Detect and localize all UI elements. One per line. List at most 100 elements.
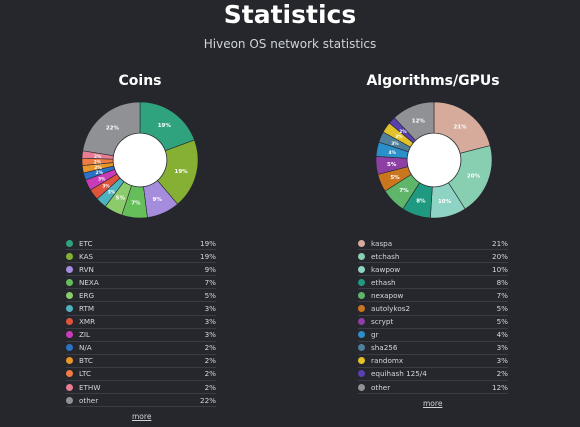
coins-slice-label: 19%	[175, 169, 189, 175]
coins-legend-row: BTC 2%	[66, 355, 216, 368]
algos-legend-swatch	[358, 318, 365, 326]
algos-legend-name: randomx	[371, 356, 404, 366]
algos-legend-pct: 3%	[496, 356, 508, 366]
coins-legend-row: RVN 9%	[66, 263, 216, 277]
algos-slice-other[interactable]	[393, 101, 435, 141]
coins-legend-pct: 9%	[204, 264, 216, 274]
coins-legend-name: LTC	[79, 369, 92, 379]
coins-legend-row: XMR 3%	[66, 316, 216, 329]
algos-legend-row: kaspa 21%	[358, 237, 508, 251]
coins-legend-swatch	[66, 344, 73, 352]
coins-legend-name: ERG	[79, 290, 95, 300]
algos-legend-row: scrypt 5%	[358, 316, 508, 329]
coins-legend-swatch	[66, 331, 73, 339]
algos-legend-pct: 5%	[496, 317, 508, 327]
coins-legend-swatch	[66, 396, 73, 404]
algos-legend-name: kawpow	[371, 264, 401, 274]
algos-legend-pct: 21%	[492, 238, 508, 248]
coins-legend-swatch	[66, 383, 73, 391]
coins-legend-swatch	[66, 252, 73, 260]
algos-legend-name: nexapow	[371, 290, 404, 300]
coins-legend-name: KAS	[79, 251, 94, 261]
page-title: Statistics	[223, 0, 357, 29]
coins-legend-row: KAS 19%	[66, 250, 216, 264]
algos-legend-row: other 12%	[358, 381, 508, 395]
coins-legend-swatch	[66, 318, 73, 326]
algos-legend-name: etchash	[371, 251, 400, 261]
coins-legend-pct: 19%	[200, 251, 216, 261]
algos-legend-pct: 3%	[496, 343, 508, 353]
coins-slice-label: 2%	[94, 159, 102, 165]
coins-legend-pct: 19%	[200, 238, 216, 248]
coins-slice-label: 2%	[96, 170, 104, 176]
algos-more-link[interactable]: more	[423, 399, 443, 408]
coins-legend-pct: 2%	[204, 369, 216, 379]
coins-legend-name: ETC	[79, 238, 93, 248]
coins-legend-pct: 3%	[204, 317, 216, 327]
algos-slice-label: 5%	[390, 175, 400, 181]
coins-legend-pct: 5%	[204, 290, 216, 300]
coins-legend-name: ETHW	[79, 382, 101, 392]
algos-legend-pct: 20%	[492, 251, 508, 261]
algos-legend-name: kaspa	[371, 238, 393, 248]
algos-slice-label: 4%	[389, 150, 397, 156]
coins-more-link[interactable]: more	[132, 412, 152, 421]
algos-legend-pct: 12%	[492, 382, 508, 392]
algos-slice-label: 20%	[467, 174, 481, 180]
algos-legend-swatch	[358, 331, 365, 339]
algos-slice-label: 5%	[387, 162, 397, 168]
coins-legend-row: LTC 2%	[66, 368, 216, 382]
coins-legend-row: N/A 2%	[66, 342, 216, 355]
coins-legend-swatch	[66, 291, 73, 299]
coins-legend-name: XMR	[79, 317, 96, 327]
algos-legend-row: etchash 20%	[358, 250, 508, 264]
coins-legend-name: N/A	[79, 343, 92, 353]
coins-legend-row: other 22%	[66, 394, 216, 408]
coins-slice-label: 22%	[106, 126, 120, 132]
algos-legend-pct: 8%	[496, 277, 508, 287]
coins-donut-chart: 19%19%9%7%5%3%3%3%2%2%2%2%22%	[81, 101, 199, 219]
coins-legend-name: other	[79, 395, 99, 405]
algos-title: Algorithms/GPUs	[366, 73, 500, 89]
algos-legend-row: randomx 3%	[358, 355, 508, 368]
algos-legend-name: gr	[371, 330, 379, 340]
algos-legend-swatch	[358, 383, 365, 391]
algos-legend-pct: 7%	[496, 290, 508, 300]
coins-slice-label: 2%	[94, 165, 102, 171]
coins-slice-label: 3%	[102, 183, 110, 189]
algos-slice-label: 12%	[412, 118, 426, 124]
coins-slice-label: 7%	[131, 200, 141, 206]
coins-legend-row: ETHW 2%	[66, 381, 216, 395]
coins-donut-hole	[113, 133, 167, 187]
algos-legend-swatch	[358, 305, 365, 313]
algos-legend-pct: 2%	[496, 369, 508, 379]
algos-legend-name: ethash	[371, 277, 396, 287]
algos-legend-row: ethash 8%	[358, 276, 508, 290]
coins-legend-swatch	[66, 265, 73, 273]
coins-legend-pct: 2%	[204, 356, 216, 366]
coins-legend-pct: 22%	[200, 395, 216, 405]
algos-legend-swatch	[358, 344, 365, 352]
coins-legend-swatch	[66, 370, 73, 378]
algos-legend-swatch	[358, 291, 365, 299]
coins-legend-swatch	[66, 305, 73, 313]
coins-slice-other[interactable]	[82, 101, 141, 157]
algos-legend-swatch	[358, 357, 365, 365]
coins-title: Coins	[118, 73, 162, 89]
coins-legend-name: ZIL	[79, 330, 91, 340]
coins-legend-list: ETC 19% KAS 19% RVN 9% NEXA 7% ERG 5% RTM 3% XMR 3% ZI…	[66, 237, 216, 408]
coins-legend-row: NEXA 7%	[66, 276, 216, 290]
algos-legend-pct: 4%	[496, 330, 508, 340]
coins-legend-row: ERG 5%	[66, 289, 216, 303]
algos-legend-row: kawpow 10%	[358, 263, 508, 277]
coins-slice-label: 2%	[94, 154, 102, 160]
algos-slice-label: 8%	[416, 198, 426, 204]
algos-slice-label: 3%	[395, 134, 403, 140]
algos-legend-list: kaspa 21% etchash 20% kawpow 10% ethash 8% nexap…	[358, 237, 508, 395]
coins-slice-label: 3%	[108, 189, 116, 195]
algos-legend-swatch	[358, 278, 365, 286]
coins-slice-label: 3%	[98, 176, 106, 182]
coins-legend-swatch	[66, 278, 73, 286]
coins-legend-row: ZIL 3%	[66, 329, 216, 342]
algos-legend-row: gr 4%	[358, 329, 508, 342]
